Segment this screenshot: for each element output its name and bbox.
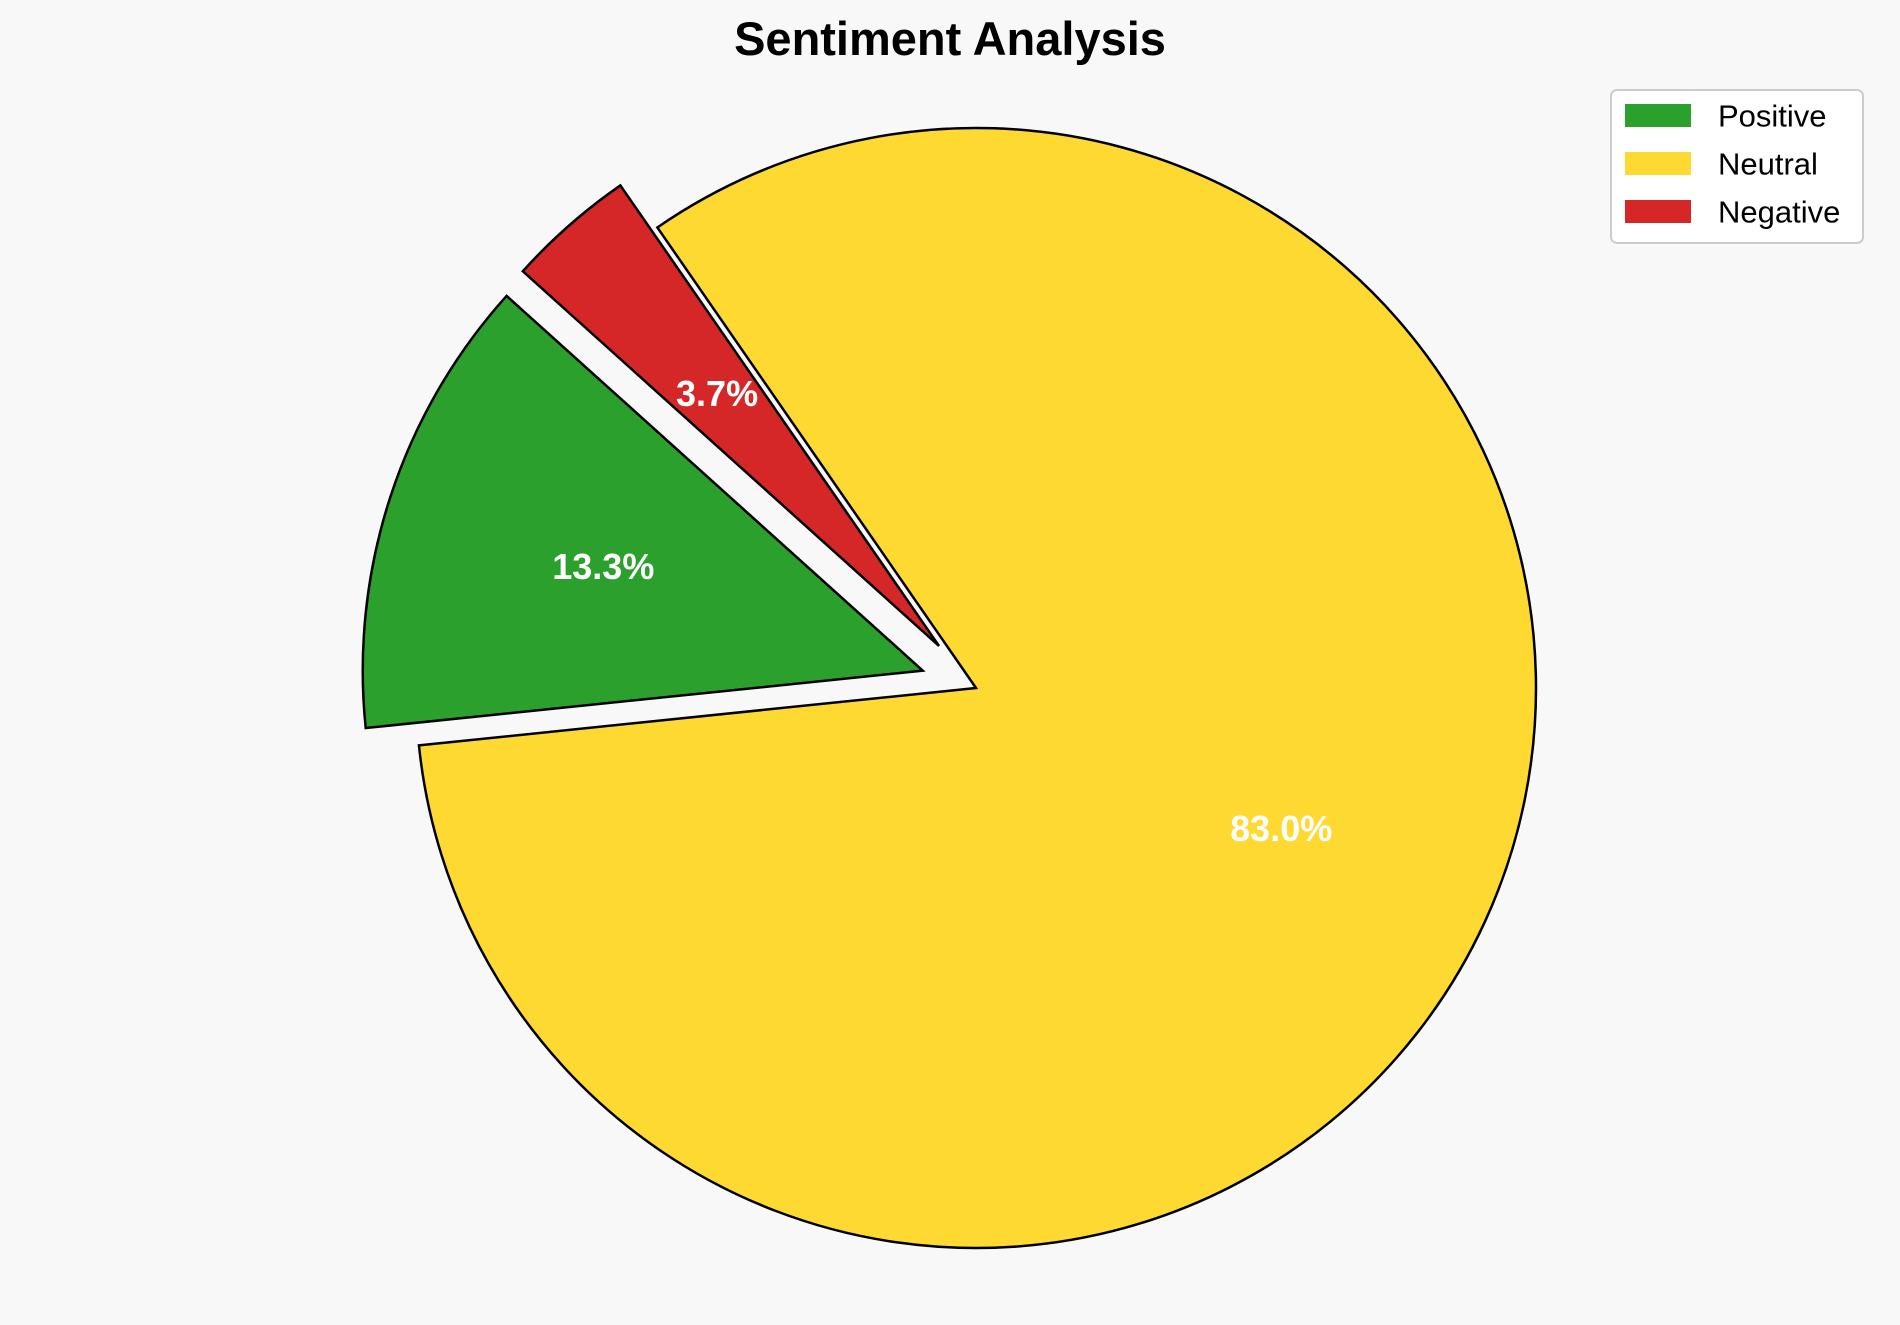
- pie-slice-negative: [521, 183, 941, 647]
- legend-swatch-negative: [1625, 200, 1691, 223]
- legend-label-negative: Negative: [1718, 195, 1840, 230]
- pie-slices: [361, 126, 1538, 1250]
- legend-items: Positive Neutral Negative: [1625, 99, 1840, 230]
- pie-slice-labels: 13.3% 83.0% 3.7%: [552, 373, 1332, 849]
- slice-label-neutral: 83.0%: [1230, 808, 1332, 849]
- chart-title: Sentiment Analysis: [734, 12, 1166, 65]
- slice-label-negative: 3.7%: [676, 373, 758, 414]
- pie-slice-positive: [361, 294, 926, 730]
- pie-slice-neutral: [417, 126, 1538, 1250]
- slice-label-positive: 13.3%: [552, 546, 654, 587]
- legend-label-positive: Positive: [1718, 99, 1827, 134]
- legend: Positive Neutral Negative: [1610, 89, 1864, 244]
- legend-swatch-neutral: [1625, 152, 1691, 175]
- legend-label-neutral: Neutral: [1718, 147, 1818, 182]
- legend-swatch-positive: [1625, 104, 1691, 127]
